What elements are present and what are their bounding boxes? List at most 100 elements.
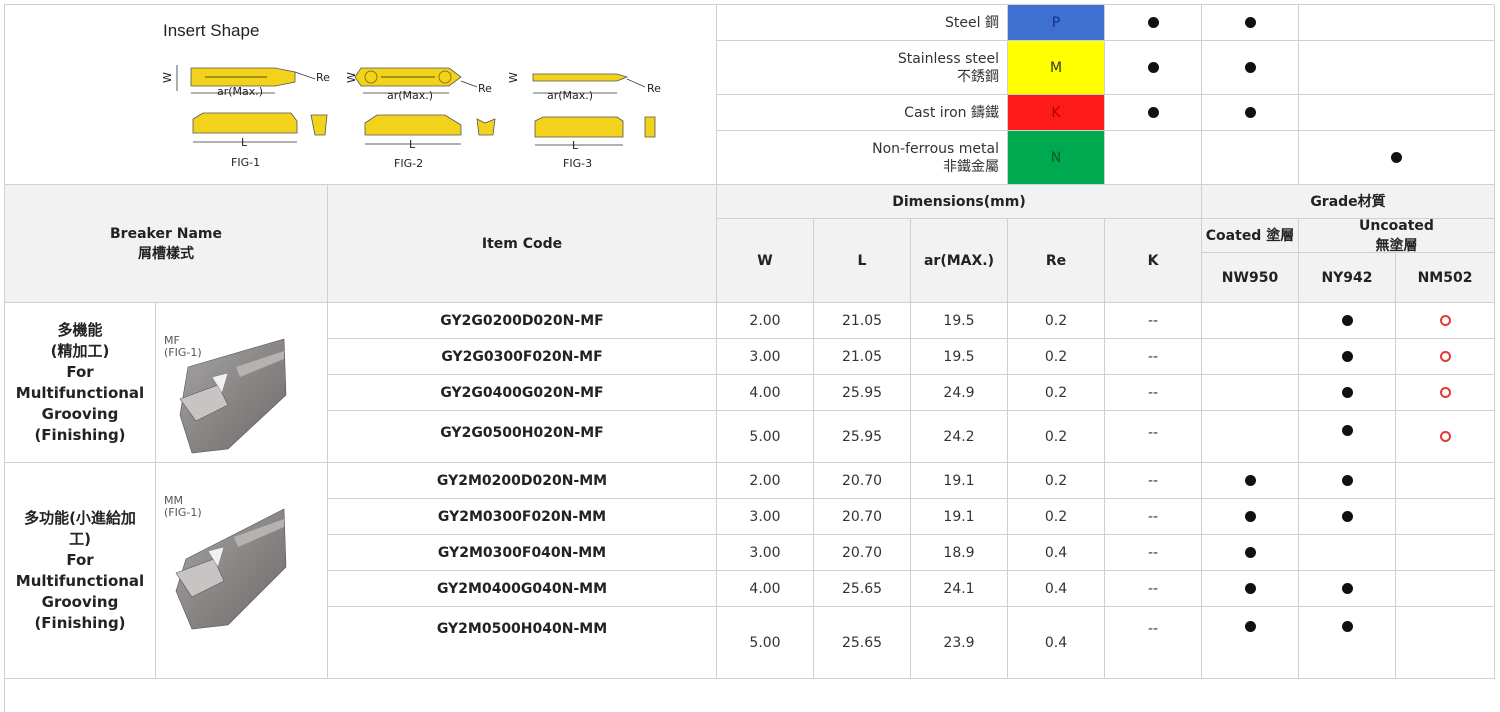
material-steel-label: Steel 鋼 — [717, 5, 1008, 41]
thumb-label-mf: MF (FIG-1) — [164, 334, 202, 359]
dim-ar: 19.5 — [911, 303, 1008, 339]
fig-2-ar: ar(Max.) — [387, 89, 434, 102]
header-w: W — [717, 219, 814, 303]
item-code: GY2M0400G040N-MM — [328, 571, 717, 607]
dot-mark — [1341, 387, 1353, 398]
dot-mark — [1147, 107, 1159, 118]
dim-k: -- — [1105, 535, 1202, 571]
dim-ar: 24.1 — [911, 571, 1008, 607]
grade-nm502 — [1396, 303, 1495, 339]
grade-ny942 — [1299, 535, 1396, 571]
dim-re: 0.4 — [1008, 571, 1105, 607]
grade-ny942 — [1299, 607, 1396, 679]
header-coated: Coated 塗層 — [1202, 219, 1299, 253]
grade-nm502 — [1396, 463, 1495, 499]
material-castiron-nw950 — [1105, 95, 1202, 131]
dim-re: 0.2 — [1008, 411, 1105, 463]
dim-k: -- — [1105, 375, 1202, 411]
header-nm502: NM502 — [1396, 253, 1495, 303]
item-code: GY2G0400G020N-MF — [328, 375, 717, 411]
dim-ar: 18.9 — [911, 535, 1008, 571]
item-code: GY2G0300F020N-MF — [328, 339, 717, 375]
dim-re: 0.2 — [1008, 499, 1105, 535]
product-table: Insert Shape — [4, 4, 1495, 712]
dim-ar: 19.5 — [911, 339, 1008, 375]
dot-mark — [1341, 351, 1353, 362]
material-nonferrous-nm502 — [1299, 131, 1495, 185]
dim-ar: 19.1 — [911, 463, 1008, 499]
dim-w: 5.00 — [717, 607, 814, 679]
material-stainless-nw950 — [1105, 41, 1202, 95]
dot-mark — [1244, 475, 1256, 486]
material-steel-swatch: P — [1008, 5, 1105, 41]
thumb-label-mm: MM (FIG-1) — [164, 494, 202, 519]
dim-k: -- — [1105, 339, 1202, 375]
dim-l: 20.70 — [814, 535, 911, 571]
dim-k: -- — [1105, 607, 1202, 679]
dim-w: 5.00 — [717, 411, 814, 463]
dot-mark — [1341, 315, 1353, 326]
ring-mark — [1439, 315, 1451, 326]
header-re: Re — [1008, 219, 1105, 303]
grade-nm502 — [1396, 535, 1495, 571]
dot-mark — [1244, 583, 1256, 594]
dot-mark — [1244, 511, 1256, 522]
material-nonferrous-label: Non-ferrous metal 非鐵金屬 — [717, 131, 1008, 185]
header-ar: ar(MAX.) — [911, 219, 1008, 303]
header-l: L — [814, 219, 911, 303]
item-code: GY2M0300F040N-MM — [328, 535, 717, 571]
grade-nm502 — [1396, 499, 1495, 535]
dim-ar: 24.2 — [911, 411, 1008, 463]
fig-1-w: W — [160, 72, 174, 83]
grade-ny942 — [1299, 375, 1396, 411]
header-grade: Grade材質 — [1202, 185, 1495, 219]
fig-1-ar: ar(Max.) — [217, 85, 264, 98]
header-breaker-name: Breaker Name 屑槽樣式 — [5, 185, 328, 303]
header-item-code: Item Code — [328, 185, 717, 303]
dim-l: 25.95 — [814, 411, 911, 463]
dot-mark — [1244, 621, 1256, 632]
grade-nm502 — [1396, 571, 1495, 607]
breaker-thumbnail-mm: MM (FIG-1) — [156, 463, 328, 679]
insert-shape-diagram — [176, 65, 656, 146]
material-nonferrous-nw950 — [1105, 131, 1202, 185]
dot-mark — [1244, 62, 1256, 73]
material-stainless-nm502 — [1299, 41, 1495, 95]
dim-re: 0.4 — [1008, 607, 1105, 679]
dim-ar: 19.1 — [911, 499, 1008, 535]
dim-l: 25.65 — [814, 607, 911, 679]
dim-w: 4.00 — [717, 571, 814, 607]
grade-nw950 — [1202, 499, 1299, 535]
header-nw950: NW950 — [1202, 253, 1299, 303]
header-k: K — [1105, 219, 1202, 303]
dim-re: 0.2 — [1008, 339, 1105, 375]
header-dimensions: Dimensions(mm) — [717, 185, 1202, 219]
grade-nw950 — [1202, 463, 1299, 499]
dim-k: -- — [1105, 411, 1202, 463]
dim-w: 3.00 — [717, 499, 814, 535]
grade-ny942 — [1299, 463, 1396, 499]
dim-k: -- — [1105, 571, 1202, 607]
dot-mark — [1341, 621, 1353, 632]
dim-w: 2.00 — [717, 303, 814, 339]
dot-mark — [1244, 547, 1256, 558]
material-stainless-label: Stainless steel 不銹鋼 — [717, 41, 1008, 95]
breaker-group-mf: 多機能 (精加工) For Multifunctional Grooving (… — [5, 303, 156, 463]
item-code: GY2G0500H020N-MF — [328, 411, 717, 463]
grade-ny942 — [1299, 339, 1396, 375]
material-stainless-swatch: M — [1008, 41, 1105, 95]
material-castiron-nm502 — [1299, 95, 1495, 131]
grade-ny942 — [1299, 303, 1396, 339]
dim-re: 0.2 — [1008, 375, 1105, 411]
fig-2-l: L — [409, 138, 416, 151]
dot-mark — [1391, 152, 1402, 163]
dim-ar: 23.9 — [911, 607, 1008, 679]
fig-1-drawing — [176, 65, 328, 143]
dim-w: 4.00 — [717, 375, 814, 411]
grade-nm502 — [1396, 607, 1495, 679]
grade-nw950 — [1202, 303, 1299, 339]
fig-1-re: Re — [316, 71, 330, 84]
header-uncoated: Uncoated 無塗層 — [1299, 219, 1495, 253]
grade-ny942 — [1299, 499, 1396, 535]
fig-1-caption: FIG-1 — [231, 156, 261, 169]
